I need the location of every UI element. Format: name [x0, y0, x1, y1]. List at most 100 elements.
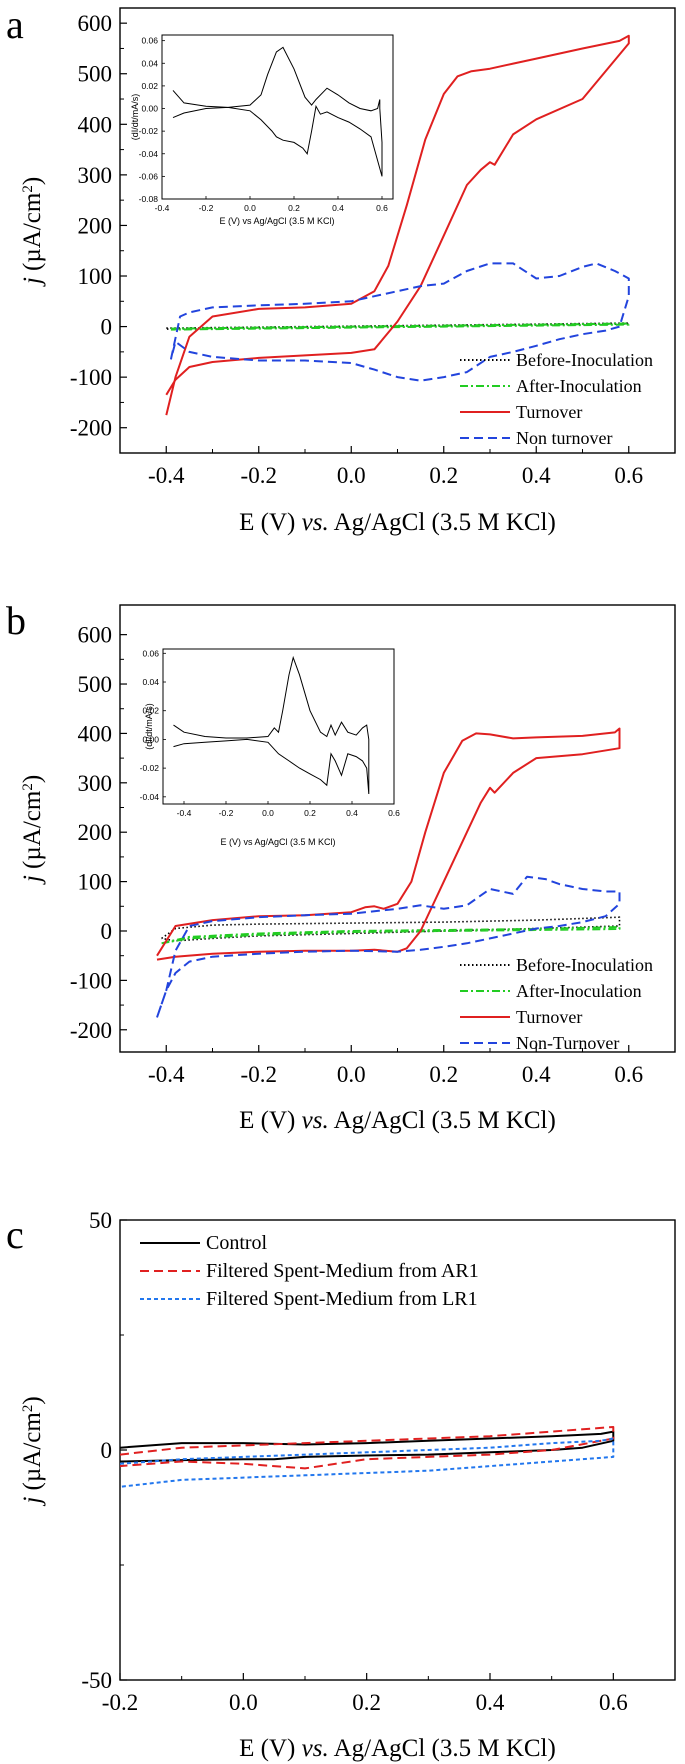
x-axis-label-italic: vs. — [302, 1107, 329, 1134]
x-tick-label: 0.4 — [522, 1062, 551, 1087]
x-tick-label: 0.2 — [429, 1062, 458, 1087]
inset-x-axis-label: E (V) vs Ag/AgCl (3.5 M KCl) — [220, 837, 335, 847]
legend: Before-Inoculation After-Inoculation Turno… — [460, 955, 653, 1053]
inset-y-tick-label: -0.02 — [139, 126, 159, 136]
x-tick-label: -0.2 — [102, 1690, 138, 1715]
inset-y-tick-label: 0.06 — [142, 648, 159, 658]
series-group — [165, 34, 630, 416]
y-axis-label-sup: 2 — [20, 1405, 36, 1413]
inset-y-tick-label: -0.04 — [139, 149, 159, 159]
y-tick-label: 500 — [78, 62, 113, 87]
y-tick-label: 0 — [101, 1438, 113, 1463]
legend-label: After-Inoculation — [516, 376, 642, 396]
inset-x-tick-label: -0.4 — [155, 203, 170, 213]
legend-label: Turnover — [516, 402, 582, 422]
panel-letter: a — [6, 2, 24, 47]
x-axis-label: E (V) vs. Ag/AgCl (3.5 M KCl) — [239, 1107, 556, 1134]
inset-x-tick-label: 0.4 — [346, 808, 358, 818]
y-axis-label-italic: j — [19, 869, 46, 885]
x-tick-label: 0.6 — [614, 1062, 643, 1087]
y-axis-label-sup: 2 — [20, 783, 36, 791]
x-axis-label-part: E (V) — [239, 1107, 301, 1134]
y-tick-label: 600 — [78, 11, 113, 36]
series-line-filtered-spent-medium-from-ar1 — [120, 1426, 615, 1470]
y-axis-label-sup: 2 — [20, 185, 36, 193]
x-tick-label: 0.0 — [337, 1062, 366, 1087]
panel-letter: c — [6, 1212, 24, 1257]
legend-label: Filtered Spent-Medium from AR1 — [206, 1260, 479, 1282]
x-axis-label-part: E (V) — [239, 1735, 301, 1762]
y-tick-label: 50 — [89, 1208, 112, 1233]
series-line-control — [120, 1430, 615, 1463]
legend-label: Filtered Spent-Medium from LR1 — [206, 1288, 478, 1310]
inset-y-tick-label: 0.06 — [141, 36, 158, 46]
y-axis-label: j (µA/cm2) — [19, 775, 46, 885]
legend-label: After-Inoculation — [516, 981, 642, 1001]
y-tick-label: -100 — [70, 365, 112, 390]
y-axis-label-part: (µA/cm — [19, 1412, 46, 1491]
y-tick-label: 600 — [78, 623, 113, 648]
y-axis-label-part: ) — [19, 775, 46, 783]
inset-y-axis-label: (dI/dt/mA/s) — [144, 703, 154, 750]
x-tick-label: 0.4 — [476, 1690, 505, 1715]
x-axis-label: E (V) vs. Ag/AgCl (3.5 M KCl) — [239, 509, 556, 536]
y-tick-label: 400 — [78, 112, 113, 137]
y-tick-label: 300 — [78, 163, 113, 188]
inset-y-axis-label: (dI/dt/mA/s) — [130, 94, 140, 141]
inset-y-tick-label: 0.02 — [141, 81, 158, 91]
y-tick-label: 300 — [78, 771, 113, 796]
panel-letter: b — [6, 598, 26, 643]
panel-a: a -0.4 -0.2 0.0 0.2 0.4 0.6 -200 -100 0 100 200 300 4… — [6, 2, 676, 536]
inset-y-tick-label: 0.02 — [142, 706, 159, 716]
legend-label: Turnover — [516, 1007, 582, 1027]
series-line-filtered-spent-medium-from-lr1 — [120, 1437, 615, 1488]
inset-x-tick-label: -0.4 — [177, 808, 192, 818]
inset-series-line — [172, 46, 383, 177]
inset-x-tick-label: -0.2 — [219, 808, 234, 818]
legend-label: Non-Turnover — [516, 1033, 619, 1053]
y-tick-label: 200 — [78, 213, 113, 238]
inset-x-tick-label: 0.2 — [304, 808, 316, 818]
inset: -0.4 -0.2 0.0 0.2 0.4 0.6 -0.04 -0.02 0.00 0.02 0.… — [140, 648, 401, 847]
panel-b: b -0.4 -0.2 0.0 0.2 0.4 0.6 -200 -100 0 100 200 300 4… — [6, 598, 676, 1134]
x-axis-label-part: Ag/AgCl (3.5 M KCl) — [329, 509, 556, 536]
x-axis-label-italic: vs. — [302, 509, 329, 536]
x-tick-label: -0.4 — [148, 463, 185, 488]
inset-series-line — [173, 655, 370, 795]
x-axis-label-part: Ag/AgCl (3.5 M KCl) — [329, 1107, 556, 1134]
inset-y-tick-label: -0.06 — [139, 171, 159, 181]
y-axis-label: j (µA/cm2) — [19, 177, 46, 287]
legend-label: Control — [206, 1232, 268, 1254]
y-tick-label: -50 — [81, 1668, 112, 1693]
series-group — [120, 1426, 615, 1488]
x-tick-label: 0.2 — [429, 463, 458, 488]
x-axis-label-part: E (V) — [239, 509, 301, 536]
x-tick-label: 0.4 — [522, 463, 551, 488]
y-axis-label-italic: j — [19, 1490, 46, 1506]
x-tick-label: 0.6 — [599, 1690, 628, 1715]
inset-y-tick-label: 0.04 — [141, 58, 158, 68]
y-tick-label: -200 — [70, 1018, 112, 1043]
series-line-after-inoculation — [170, 322, 630, 331]
inset-x-tick-label: -0.2 — [199, 203, 214, 213]
y-tick-label: 0 — [101, 919, 113, 944]
y-axis-label-part: ) — [19, 177, 46, 185]
series-line-after-inoculation — [161, 926, 621, 945]
inset-y-tick-label: -0.08 — [139, 194, 159, 204]
inset-y-tick-label: 0.04 — [142, 677, 159, 687]
y-axis-label-part: (µA/cm — [19, 192, 46, 271]
y-axis-label-italic: j — [19, 271, 46, 287]
y-axis-label-part: ) — [19, 1396, 46, 1404]
x-tick-label: -0.2 — [241, 1062, 277, 1087]
y-tick-label: 400 — [78, 721, 113, 746]
y-tick-label: 500 — [78, 672, 113, 697]
inset-x-tick-label: 0.0 — [262, 808, 274, 818]
inset-y-tick-label: -0.02 — [140, 763, 160, 773]
y-axis-label-part: (µA/cm — [19, 790, 46, 869]
x-tick-label: -0.4 — [148, 1062, 185, 1087]
x-axis-label: E (V) vs. Ag/AgCl (3.5 M KCl) — [239, 1735, 556, 1762]
y-tick-label: 100 — [78, 264, 113, 289]
y-tick-label: -200 — [70, 416, 112, 441]
y-tick-label: 200 — [78, 820, 113, 845]
